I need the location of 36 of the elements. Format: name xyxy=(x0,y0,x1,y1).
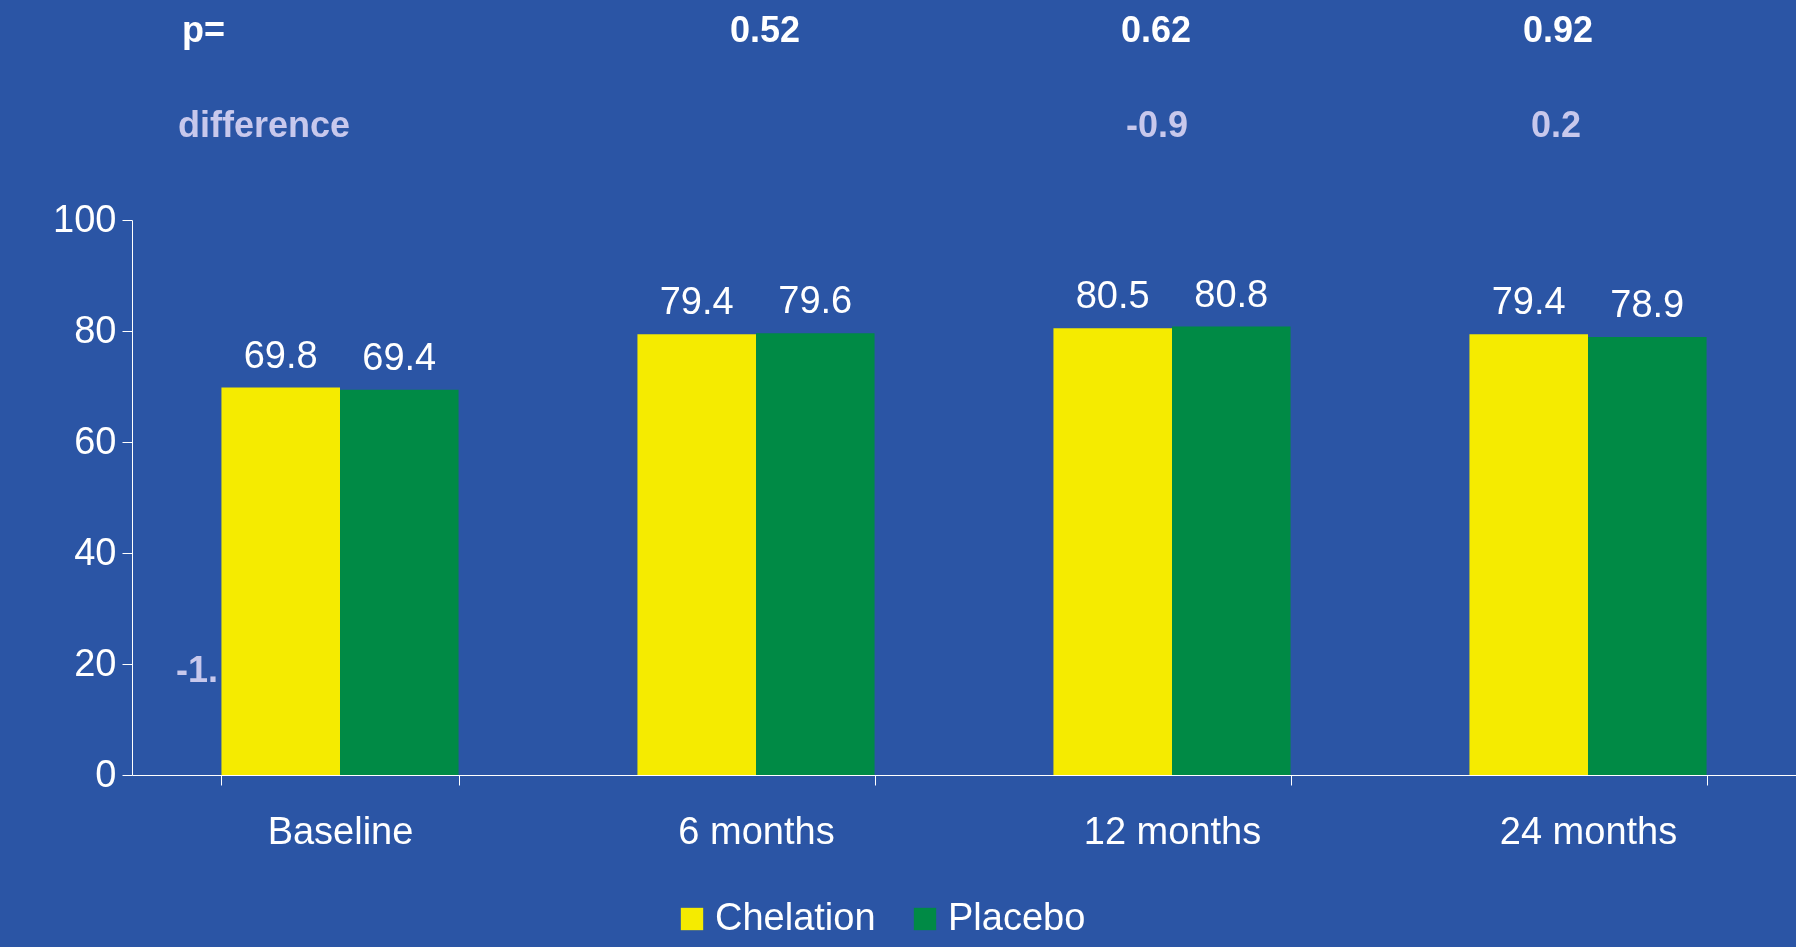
text: difference xyxy=(178,104,351,145)
bar xyxy=(340,389,459,775)
bar xyxy=(1588,337,1707,775)
text: 0.2 xyxy=(1530,104,1582,145)
y-tick-label: 0 xyxy=(95,752,117,795)
text: 0.52 xyxy=(729,9,801,50)
data-label: 69.8 xyxy=(243,333,318,376)
text: 0.62 xyxy=(1120,9,1192,50)
x-tick-label: 6 months xyxy=(678,809,835,852)
y-tick-label: 60 xyxy=(74,419,117,462)
bar xyxy=(637,334,756,775)
annotation: -1. xyxy=(175,649,218,690)
bar xyxy=(1053,328,1172,775)
data-label: 80.8 xyxy=(1194,272,1269,315)
legend-label: Chelation xyxy=(715,896,876,938)
legend-label: Placebo xyxy=(948,896,1086,938)
data-label: 69.4 xyxy=(362,335,437,378)
data-label: 79.6 xyxy=(778,279,853,322)
bar xyxy=(1469,334,1588,775)
x-tick-label: 12 months xyxy=(1083,809,1262,852)
y-tick-label: 40 xyxy=(74,530,117,573)
data-label: 79.4 xyxy=(1491,280,1566,323)
bar xyxy=(221,387,340,775)
bar xyxy=(756,333,875,775)
data-label: 79.4 xyxy=(659,280,734,323)
data-label: 80.5 xyxy=(1075,274,1150,317)
y-tick-label: 20 xyxy=(74,641,117,684)
text: p= xyxy=(182,9,226,50)
data-label: 78.9 xyxy=(1610,283,1685,326)
text: -0.9 xyxy=(1125,104,1189,145)
bar xyxy=(1172,326,1291,775)
x-tick-label: Baseline xyxy=(267,809,414,852)
y-tick-label: 100 xyxy=(53,197,117,240)
x-tick-label: 24 months xyxy=(1499,809,1678,852)
text: 0.92 xyxy=(1522,9,1594,50)
y-tick-label: 80 xyxy=(74,308,117,351)
